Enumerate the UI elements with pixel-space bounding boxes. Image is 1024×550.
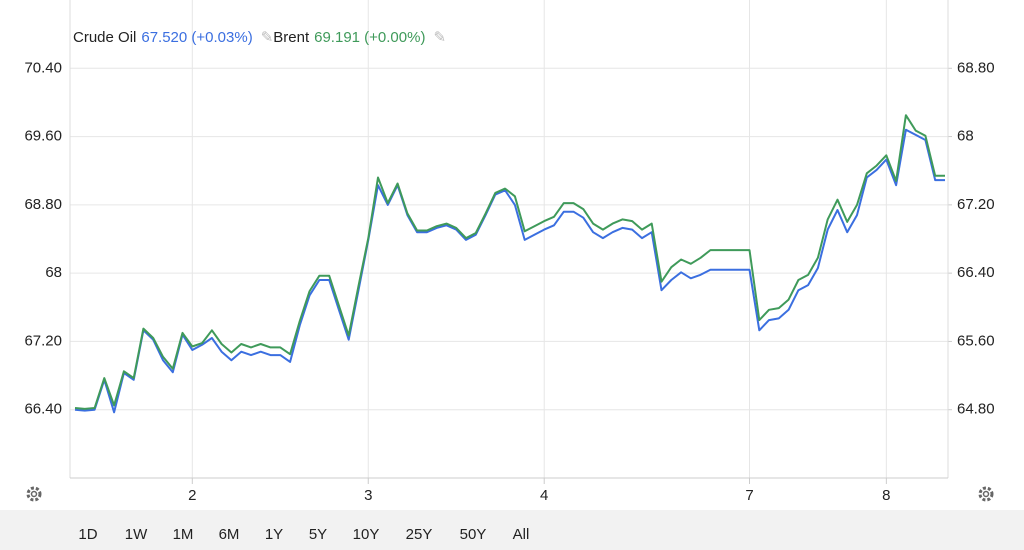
y-tick-label: 68 — [45, 264, 62, 281]
settings-icons — [26, 486, 994, 502]
legend-quote: 69.191 (+0.00%) — [314, 29, 425, 46]
legend-name: Crude Oil — [73, 29, 136, 46]
range-button[interactable]: All — [513, 526, 530, 543]
y2-tick-label: 67.20 — [957, 196, 995, 213]
range-button[interactable]: 1D — [78, 526, 97, 543]
range-button[interactable]: 50Y — [460, 526, 487, 543]
y2-tick-label: 68.80 — [957, 59, 995, 76]
range-button[interactable]: 1W — [125, 526, 148, 543]
x-tick-label: 3 — [364, 487, 372, 504]
x-tick-label: 7 — [745, 487, 753, 504]
x-tick-label: 2 — [188, 487, 196, 504]
y2-tick-label: 66.40 — [957, 264, 995, 281]
y2-tick-label: 68 — [957, 128, 974, 145]
range-button[interactable]: 1Y — [265, 526, 283, 543]
y-tick-label: 67.20 — [24, 332, 62, 349]
y-tick-label: 70.40 — [24, 59, 62, 76]
legend-edit-icon: ✎ — [261, 29, 274, 46]
y2-tick-label: 65.60 — [957, 332, 995, 349]
y2-tick-label: 64.80 — [957, 401, 995, 418]
range-button[interactable]: 5Y — [309, 526, 327, 543]
range-button[interactable]: 6M — [219, 526, 240, 543]
series-line — [74, 114, 945, 410]
legend-edit-icon: ✎ — [433, 29, 446, 46]
legend: Crude Oil 67.520 (+0.03%) ✎Brent 69.191 (+0… — [73, 29, 446, 46]
settings-right[interactable] — [978, 486, 994, 502]
legend-name: Brent — [273, 29, 310, 46]
range-button[interactable]: 25Y — [406, 526, 433, 543]
settings-right-core — [982, 490, 990, 498]
y-tick-label: 69.60 — [24, 128, 62, 145]
series-line — [74, 128, 945, 414]
x-tick-label: 8 — [882, 487, 890, 504]
legend-quote: 67.520 (+0.03%) — [141, 29, 252, 46]
range-button[interactable]: 1M — [173, 526, 194, 543]
y-tick-label: 68.80 — [24, 196, 62, 213]
settings-left-core — [30, 490, 38, 498]
x-tick-label: 4 — [540, 487, 548, 504]
y-tick-label: 66.40 — [24, 401, 62, 418]
range-bar — [0, 510, 1024, 550]
settings-left[interactable] — [26, 486, 42, 502]
range-button[interactable]: 10Y — [353, 526, 380, 543]
